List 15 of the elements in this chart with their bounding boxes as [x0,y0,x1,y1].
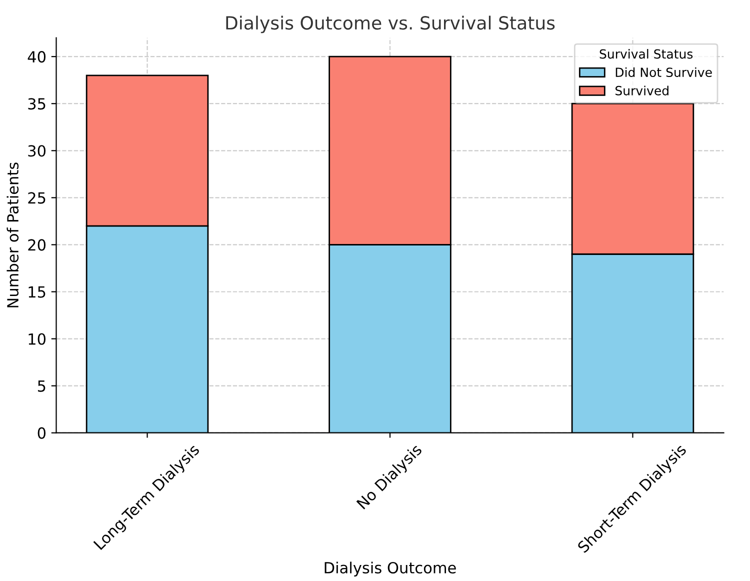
y-tick-label: 40 [28,51,46,63]
y-tick-label: 35 [28,98,46,110]
y-tick-label: 30 [28,145,46,157]
y-tick-label: 0 [38,427,46,439]
y-axis-title: Number of Patients [6,162,19,308]
y-tick-label: 15 [28,286,46,298]
chart-title: Dialysis Outcome vs. Survival Status [226,16,555,34]
y-tick-label: 10 [28,333,46,345]
y-tick-label: 25 [28,192,46,204]
legend-label: Did Not Survive [616,67,712,78]
legend-label: Survived [615,86,668,96]
y-tick-label: 5 [38,380,46,392]
legend-title: Survival Status [600,49,693,59]
x-axis-title: Dialysis Outcome [324,562,456,576]
y-tick-label: 20 [28,239,46,251]
